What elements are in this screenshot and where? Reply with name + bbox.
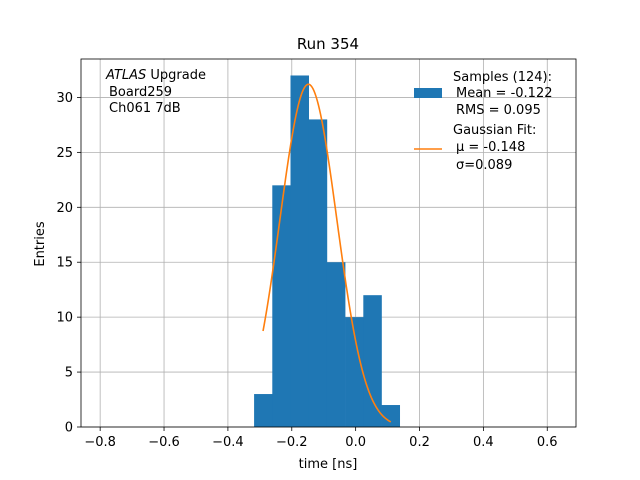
histogram-bar <box>308 119 328 427</box>
legend-fit-mu: μ = -0.148 <box>456 140 525 155</box>
x-tick-label: 0.0 <box>345 435 366 450</box>
x-axis-label: time [ns] <box>299 457 358 472</box>
x-tick-label: 0.4 <box>473 435 494 450</box>
histogram-bar <box>326 262 346 427</box>
histogram-bar <box>290 75 309 428</box>
y-axis-label: Entries <box>33 221 48 267</box>
histogram-bar <box>272 185 291 427</box>
ticks-layer: −0.8 −0.6 −0.4 −0.2 0.0 0.2 0.4 0.6 0 5 10 15 20 25 30 <box>56 91 557 450</box>
histogram-bar <box>254 394 273 427</box>
legend-samples-mean: Mean = -0.122 <box>456 86 552 101</box>
y-tick-label: 0 <box>65 421 73 436</box>
annotation-experiment: ATLAS <box>105 68 146 83</box>
annotation-experiment-suffix: Upgrade <box>146 68 206 83</box>
x-tick-label: −0.4 <box>212 435 244 450</box>
histogram-bar <box>381 405 401 427</box>
legend-samples-swatch <box>414 88 442 98</box>
histogram-bar <box>363 295 382 427</box>
chart-title: Run 354 <box>297 35 359 53</box>
y-tick-label: 20 <box>56 201 73 216</box>
legend-fit-sigma: σ=0.089 <box>456 158 512 173</box>
annotation-block: ATLAS Upgrade Board259 Ch061 7dB <box>105 68 206 116</box>
gaussian-fit-line <box>262 83 392 423</box>
y-tick-label: 25 <box>56 146 73 161</box>
legend-samples-label: Samples (124): <box>453 70 552 85</box>
plot-frame <box>80 58 577 428</box>
x-tick-label: 0.6 <box>537 435 558 450</box>
svg-text:ATLAS Upgrade: ATLAS Upgrade <box>105 68 206 83</box>
y-tick-label: 30 <box>56 91 73 106</box>
histogram-bar <box>345 317 364 427</box>
axes-layer <box>80 58 577 428</box>
annotation-channel: Ch061 7dB <box>109 101 181 116</box>
y-tick-label: 15 <box>56 256 73 271</box>
gaussian-fit-layer <box>262 83 392 423</box>
legend-samples-rms: RMS = 0.095 <box>456 103 541 118</box>
x-tick-label: −0.6 <box>148 435 180 450</box>
annotation-board: Board259 <box>109 85 172 100</box>
y-tick-label: 5 <box>65 366 73 381</box>
y-tick-label: 10 <box>56 311 73 326</box>
x-tick-label: −0.2 <box>276 435 308 450</box>
x-tick-label: 0.2 <box>409 435 430 450</box>
legend-fit-label: Gaussian Fit: <box>453 123 536 138</box>
legend: Samples (124): Mean = -0.122 RMS = 0.095… <box>414 70 552 173</box>
x-tick-label: −0.8 <box>84 435 116 450</box>
